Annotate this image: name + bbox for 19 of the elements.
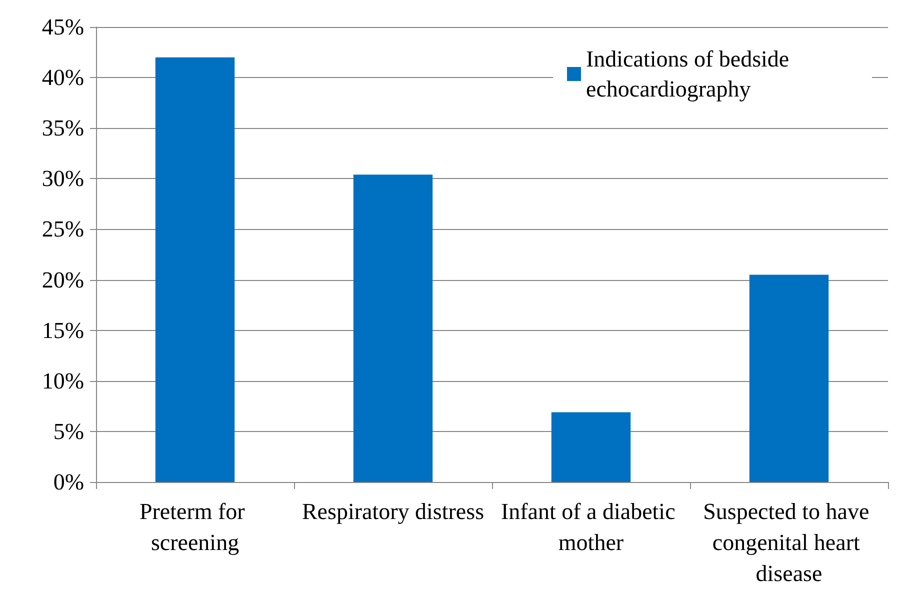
- x-tick-label: Suspected to have congenital heart disease: [703, 499, 875, 586]
- bar: [353, 174, 433, 482]
- y-tick-label: 20%: [42, 267, 84, 292]
- y-tick-label: 5%: [53, 418, 84, 444]
- y-tick-label: 10%: [42, 368, 84, 394]
- y-tick-label: 0%: [53, 470, 84, 494]
- x-tick-label: Respiratory distress: [302, 499, 484, 524]
- bar: [551, 412, 631, 482]
- y-tick-label: 40%: [42, 65, 84, 90]
- y-tick-label: 25%: [42, 216, 84, 242]
- y-tick-label: 30%: [42, 166, 84, 192]
- y-tick-label: 35%: [42, 116, 84, 141]
- x-tick-label: Preterm for screening: [139, 499, 251, 555]
- y-tick-label: 15%: [42, 318, 84, 343]
- bar: [749, 274, 829, 482]
- legend-label: Indications of bedside echocardiography: [586, 46, 795, 102]
- y-tick-label: 45%: [42, 14, 84, 40]
- bar: [155, 57, 235, 482]
- x-tick-label: Infant of a diabetic mother: [500, 499, 682, 555]
